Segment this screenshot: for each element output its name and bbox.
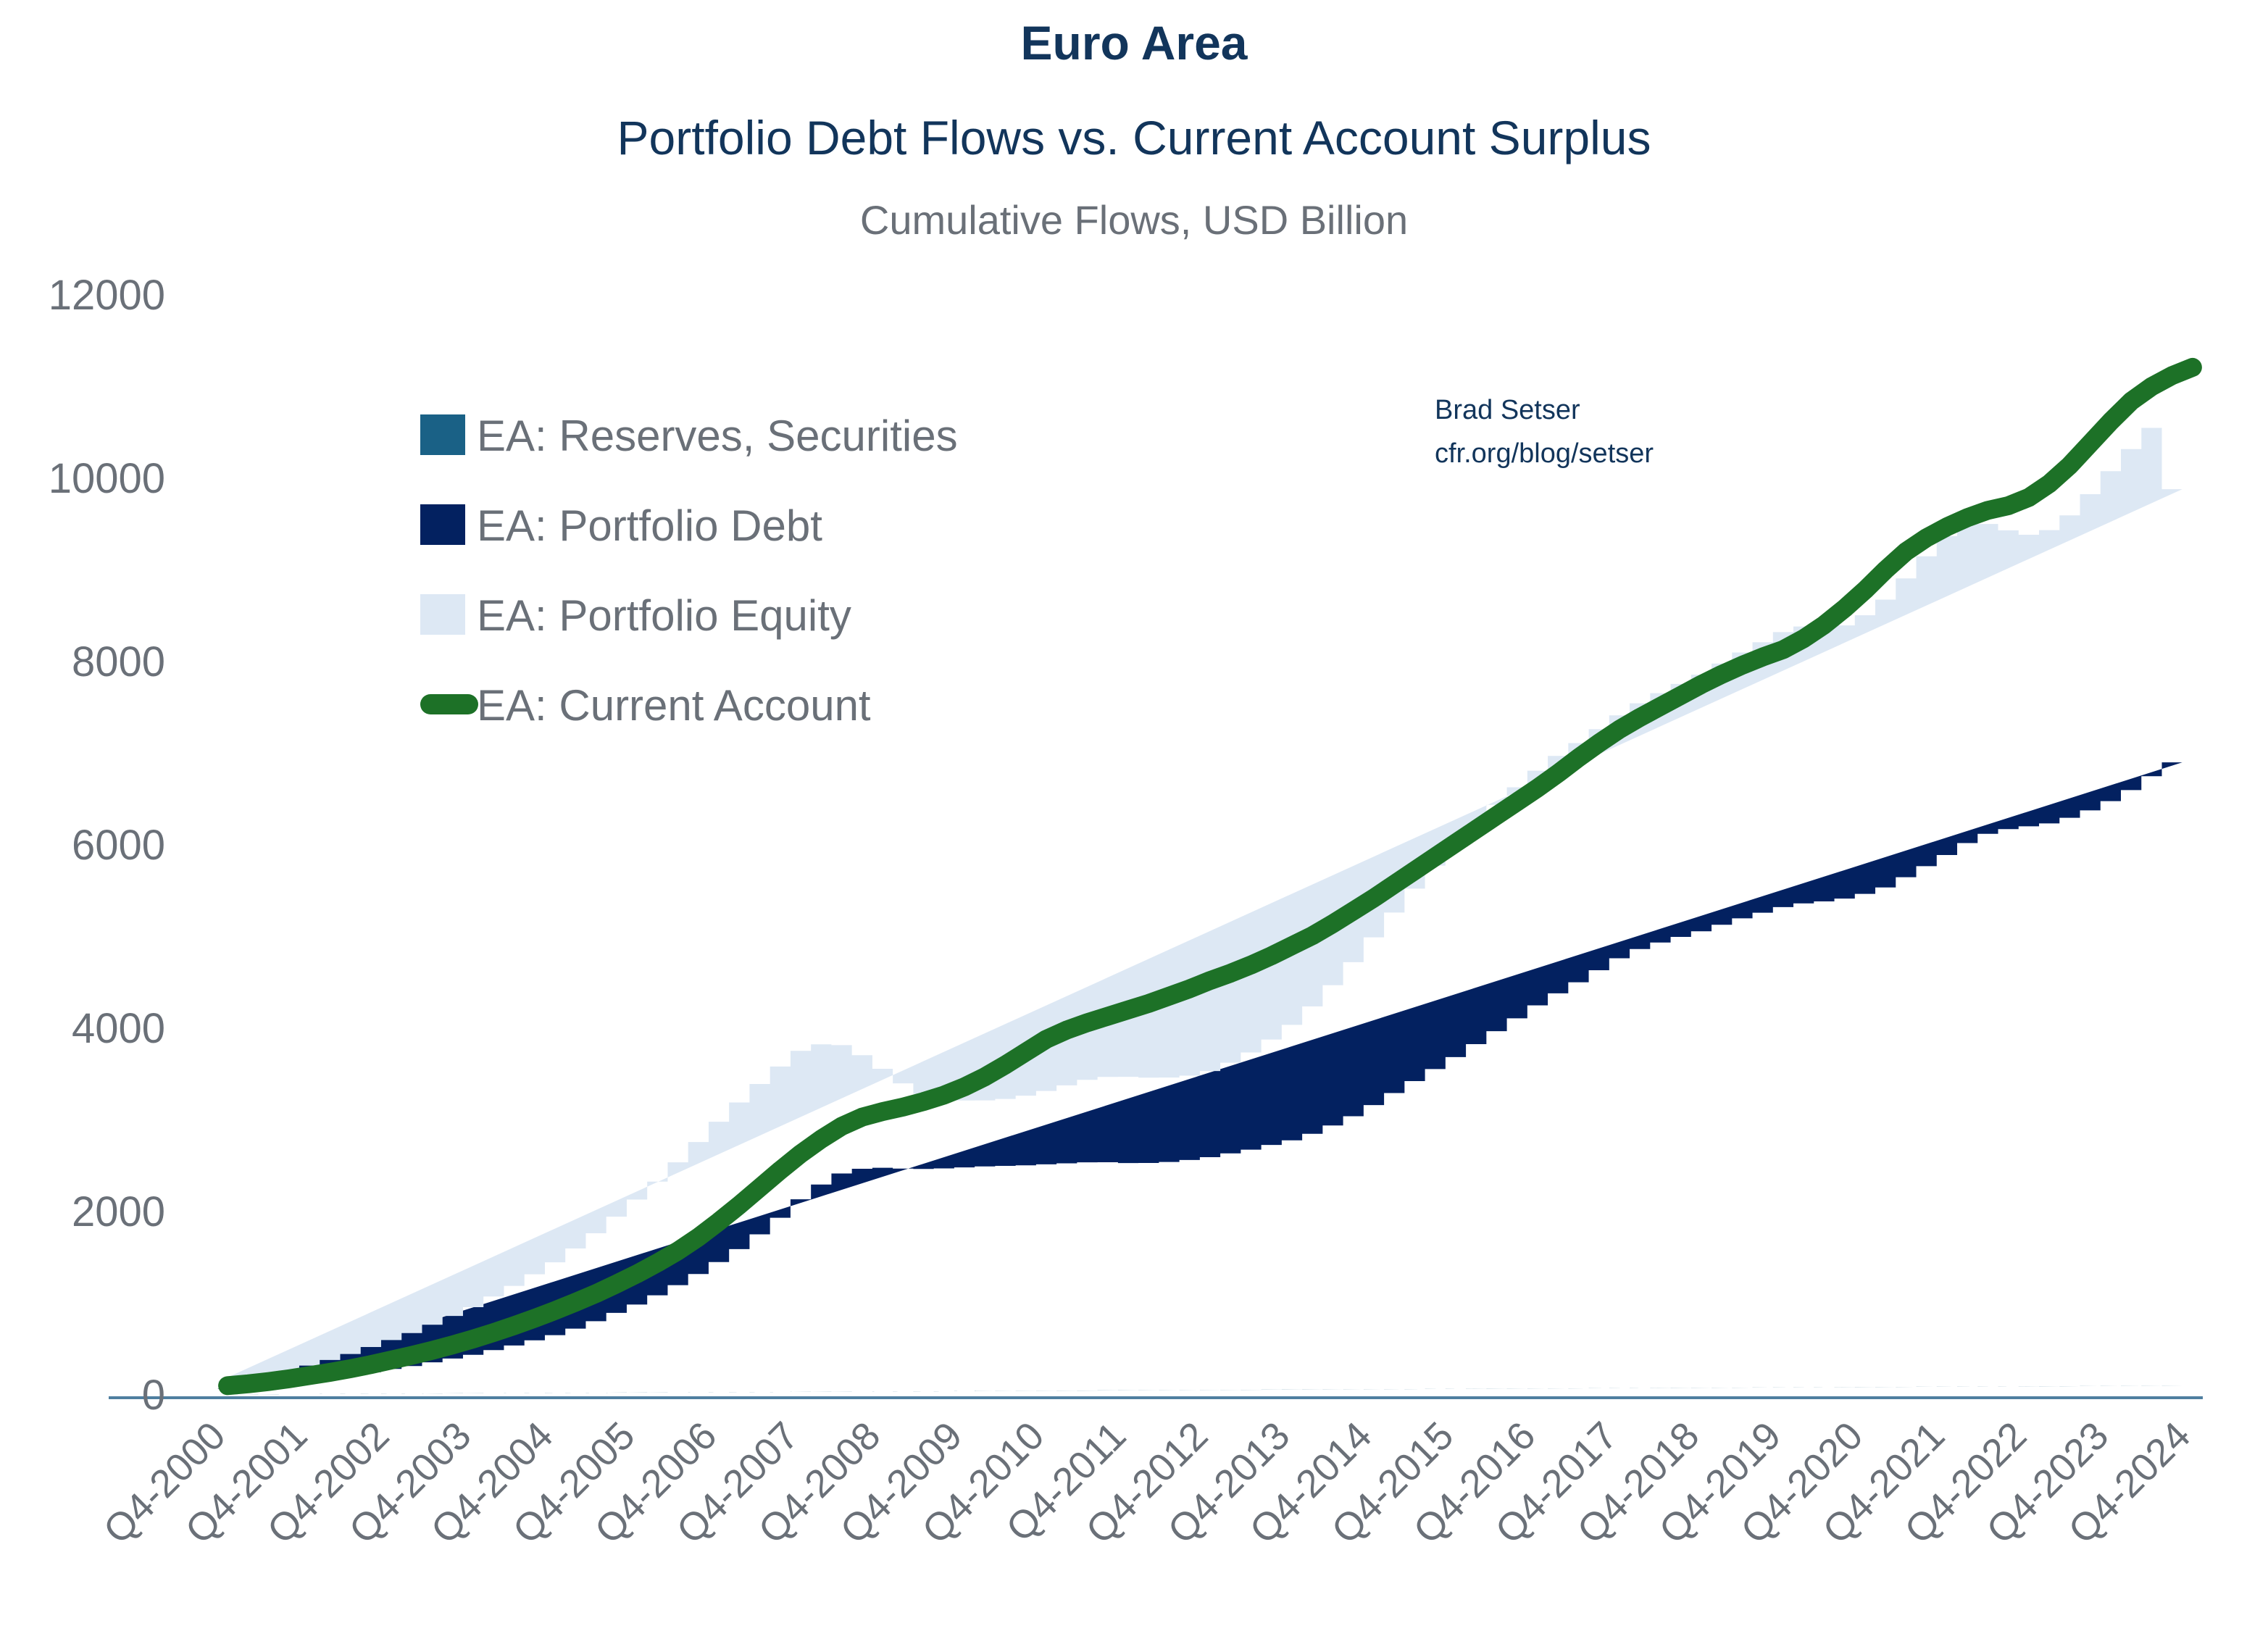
- area-series-ea-reserves-securities: [217, 1385, 2182, 1395]
- legend-item-label: EA: Current Account: [477, 681, 871, 730]
- legend-color-swatch: [420, 594, 465, 635]
- legend-item-ea-portfolio-equity[interactable]: EA: Portfolio Equity: [420, 591, 851, 640]
- y-tick-label: 6000: [72, 822, 165, 869]
- chart-subtitle: Portfolio Debt Flows vs. Current Account…: [617, 111, 1651, 164]
- current-account-line: [218, 357, 2202, 1396]
- legend-item-label: EA: Portfolio Equity: [477, 591, 851, 640]
- legend-item-ea-portfolio-debt[interactable]: EA: Portfolio Debt: [420, 501, 822, 550]
- legend-item-label: EA: Reserves, Securities: [477, 412, 958, 460]
- page-title: Euro Area: [1021, 16, 1248, 70]
- area-series-ea-portfolio-equity: [217, 428, 2182, 1383]
- legend-color-swatch: [420, 414, 465, 455]
- y-tick-label: 0: [142, 1372, 165, 1419]
- line-series-current-account: [218, 357, 2202, 1396]
- y-tick-label: 12000: [49, 272, 165, 319]
- y-tick-label: 8000: [72, 638, 165, 685]
- credit-url: cfr.org/blog/setser: [1435, 438, 1654, 469]
- chart-units-label: Cumulative Flows, USD Billion: [860, 197, 1408, 243]
- y-tick-label: 2000: [72, 1188, 165, 1235]
- legend-item-ea-reserves-securities[interactable]: EA: Reserves, Securities: [420, 412, 958, 460]
- legend-item-label: EA: Portfolio Debt: [477, 501, 822, 550]
- legend-color-swatch: [420, 504, 465, 545]
- chart-legend[interactable]: EA: Reserves, Securities EA: Portfolio De…: [420, 412, 958, 730]
- y-tick-label: 10000: [49, 455, 165, 502]
- credit-author: Brad Setser: [1435, 395, 1580, 425]
- y-tick-label: 4000: [72, 1005, 165, 1052]
- legend-line-swatch: [420, 694, 478, 714]
- legend-item-ea-current-account[interactable]: EA: Current Account: [420, 681, 871, 730]
- y-axis-ticks: 0 2000 4000 6000 8000 10000 12000: [49, 272, 165, 1419]
